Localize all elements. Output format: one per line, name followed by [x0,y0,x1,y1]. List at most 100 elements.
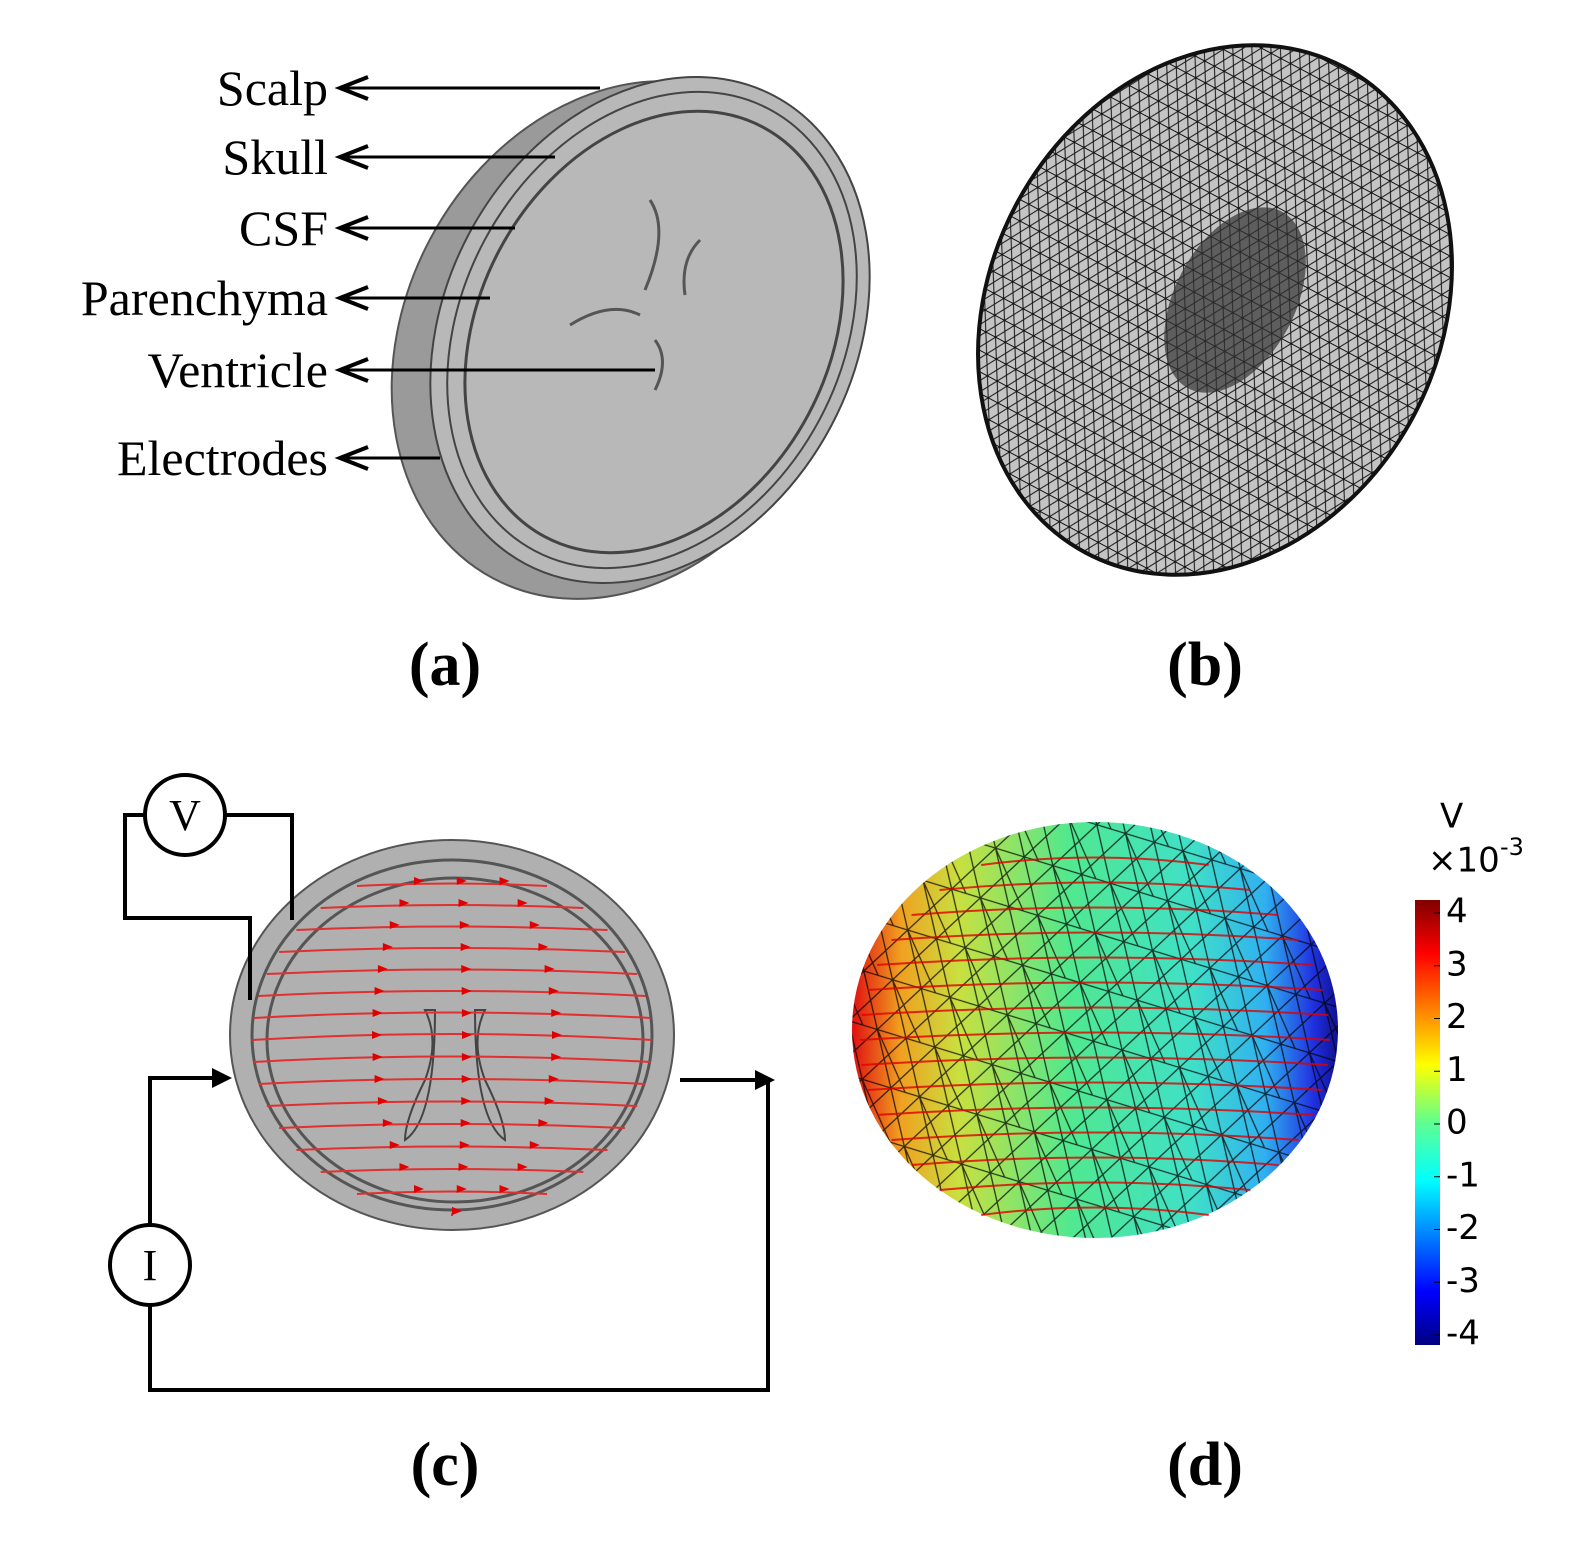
stream-line [877,1106,1313,1116]
stream-arrow [461,1097,472,1105]
stream-arrow [461,965,472,973]
colorbar-tick-label: 4 [1446,892,1468,932]
stream-line [939,1181,1251,1191]
panel-d [852,822,1440,1345]
stream-arrow [389,921,400,929]
stream-line [320,904,584,909]
stream-arrow [460,1119,471,1127]
layer-label: Parenchyma [81,270,328,326]
stream-arrow [459,921,470,929]
stream-line [939,881,1251,891]
stream-arrow [377,1097,388,1105]
panel-caption: (d) [1167,1431,1243,1499]
stream-arrow [544,965,555,973]
stream-line [251,1033,653,1041]
stream-arrow [461,1075,472,1083]
stream-arrow [389,1141,400,1149]
stream-line [911,1156,1279,1166]
current-label: I [143,1241,158,1290]
stream-line [891,1131,1299,1141]
colorbar-tick-label: -4 [1446,1314,1480,1354]
stream-arrow [458,899,469,907]
stream-line [266,1100,638,1107]
stream-line [877,956,1313,966]
stream-arrow [552,1031,562,1039]
layer-label: Skull [222,129,328,185]
stream-arrow [529,1141,540,1149]
stream-arrow [372,1009,383,1017]
stream-line [320,1168,584,1173]
panel-b [976,43,1454,577]
stream-line [911,906,1279,916]
panel-caption: (b) [1167,631,1243,699]
stream-line [253,1055,651,1063]
stream-line [296,925,608,931]
colorbar-tick-label: 3 [1446,944,1468,984]
colorbar-tick-label: -1 [1446,1155,1480,1195]
stream-arrow [551,1009,562,1017]
stream-arrow [548,987,559,995]
colorbar-tick-label: 2 [1446,997,1468,1037]
colorbar [1415,900,1440,1345]
stream-arrow [517,1163,528,1171]
stream-arrow [538,943,549,951]
stream-arrow [374,1075,385,1083]
colorbar-tick-label: -2 [1446,1208,1480,1248]
colorbar-tick-label: 0 [1446,1103,1468,1143]
stream-line [867,981,1323,991]
arrow-head [334,215,369,241]
stream-arrow [499,877,510,885]
stream-arrow [399,899,410,907]
stream-arrow [551,1053,562,1061]
colorbar-tick-label: 1 [1446,1050,1468,1090]
arrow-head [334,445,369,471]
stream-line [981,856,1209,866]
arrow-head [334,75,369,101]
stream-arrow [459,1141,470,1149]
stream-line [861,1056,1329,1066]
stream-line [981,1206,1209,1216]
stream-arrow [456,877,467,885]
stream-arrow [544,1097,555,1105]
stream-arrow [372,1031,382,1039]
stream-line [258,1078,646,1085]
stream-line [253,1011,651,1019]
stream-arrow [377,965,388,973]
stream-arrow [374,987,385,995]
stream-arrow [499,1185,510,1193]
panel-a [390,75,871,600]
stream-line [891,931,1299,941]
stream-line [356,882,548,887]
stream-arrow [517,899,528,907]
colorbar-multiplier: ×10 [1428,841,1500,881]
colorbar-unit: V [1440,797,1463,837]
stream-arrow [461,1053,472,1061]
stream-arrow [399,1163,410,1171]
stream-arrow [461,987,472,995]
layer-label: Electrodes [117,430,328,486]
colorbar-exponent: -3 [1500,833,1524,861]
panel-c [108,773,775,1392]
stream-line [861,1006,1329,1016]
stream-arrow [460,943,471,951]
stream-line [279,947,625,953]
stream-line [296,1145,608,1151]
layer-label: CSF [239,200,328,256]
panel-caption: (c) [411,1431,480,1499]
voltmeter-label: V [169,791,201,840]
stream-arrow [529,921,540,929]
stream-line [356,1190,548,1195]
colorbar-tick-label: -3 [1446,1261,1480,1301]
stream-arrow [548,1075,559,1083]
stream-arrow [461,1009,472,1017]
stream-arrow [382,943,393,951]
stream-line [279,1123,625,1129]
stream-arrow [452,1207,462,1215]
stream-arrow [382,1119,393,1127]
stream-arrow [414,877,425,885]
stream-line [266,968,638,975]
stream-line [867,1081,1323,1091]
arrow-head [334,144,369,170]
stream-arrow [414,1185,425,1193]
